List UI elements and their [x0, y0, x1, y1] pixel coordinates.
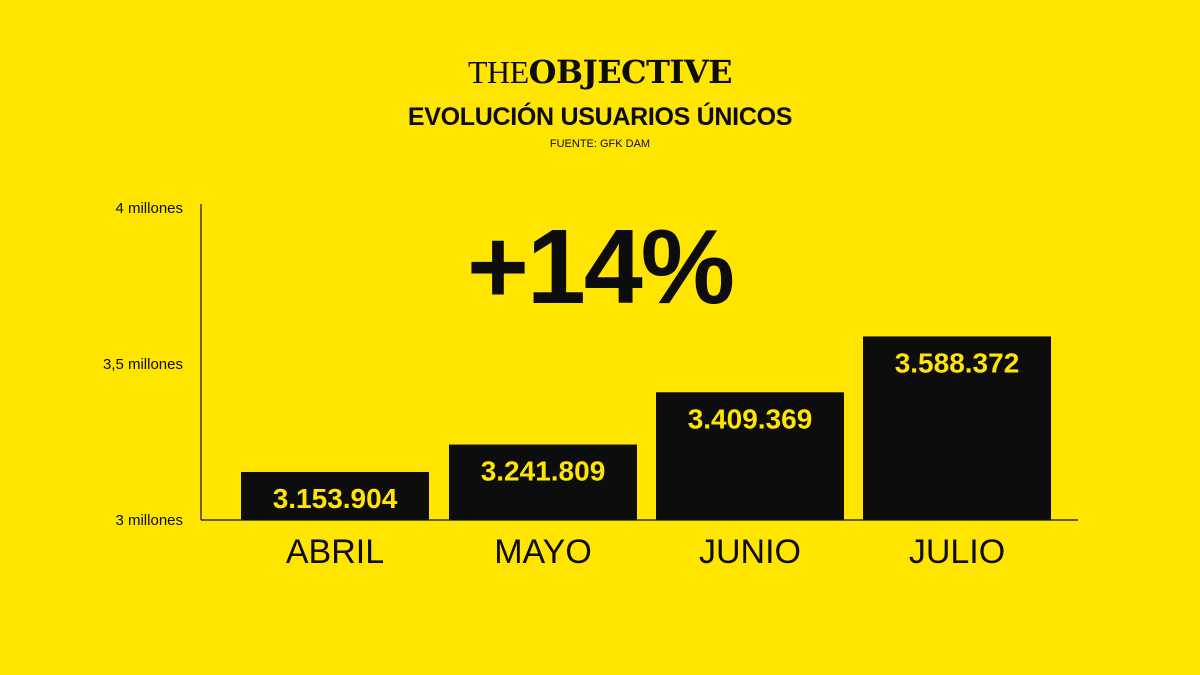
- bar-junio: [656, 392, 844, 520]
- value-label: 3.241.809: [481, 456, 606, 487]
- category-label: MAYO: [494, 533, 592, 571]
- value-label: 3.409.369: [688, 403, 813, 434]
- category-label: JUNIO: [699, 533, 801, 571]
- value-label: 3.153.904: [273, 483, 398, 514]
- chart-source: FUENTE: GFK DAM: [549, 138, 651, 150]
- value-label: 3.588.372: [895, 347, 1020, 378]
- brand-logo-the: THE: [467, 54, 529, 90]
- growth-annotation: +14%: [466, 208, 735, 326]
- bar-julio: [863, 336, 1051, 520]
- brand-logo: THEOBJECTIVE: [0, 52, 1200, 92]
- brand-logo-objective: OBJECTIVE: [528, 53, 733, 91]
- y-tick-label: 3,5 millones: [103, 356, 183, 373]
- category-label: JULIO: [909, 533, 1005, 571]
- category-label: ABRIL: [286, 533, 384, 571]
- y-tick-label: 4 millones: [115, 200, 183, 217]
- bar-abril: [241, 471, 429, 520]
- y-tick-label: 3 millones: [115, 512, 183, 529]
- bar-mayo: [449, 444, 637, 520]
- chart-title: EVOLUCIÓN USUARIOS ÚNICOS: [407, 103, 793, 131]
